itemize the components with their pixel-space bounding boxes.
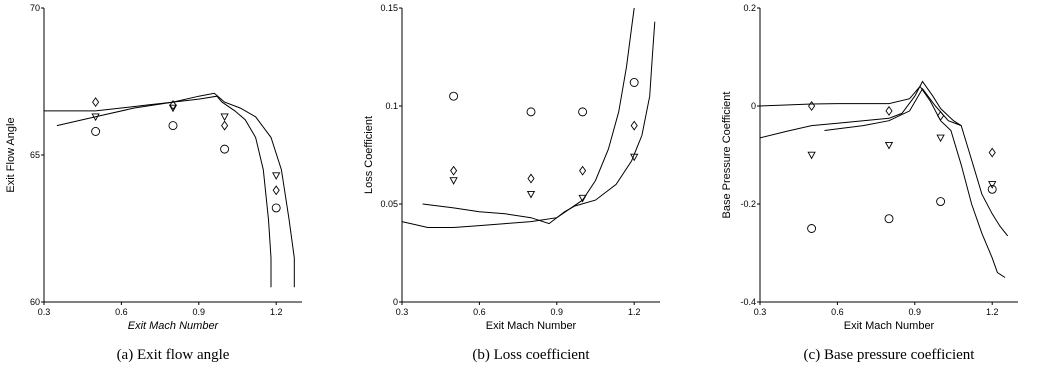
x-tick-label: 0.9 <box>193 307 206 317</box>
y-axis-label: Base Pressure Coefficient <box>721 92 733 219</box>
data-point-circle <box>271 203 281 213</box>
series-line-1 <box>44 95 272 288</box>
data-point-diamond <box>885 105 893 116</box>
y-tick-label: 70 <box>30 3 40 13</box>
y-tick-label: 0 <box>751 101 756 111</box>
data-point-triangle <box>168 104 178 113</box>
x-tick-label: 1.2 <box>986 307 999 317</box>
data-point-diamond <box>527 173 535 184</box>
data-point-circle <box>220 144 230 154</box>
data-point-diamond <box>937 110 945 121</box>
data-point-diamond <box>579 165 587 176</box>
data-point-circle <box>168 121 178 131</box>
data-point-circle <box>526 107 536 117</box>
x-tick-label: 1.2 <box>270 307 283 317</box>
series-line-2 <box>422 21 656 225</box>
data-point-triangle <box>988 181 997 189</box>
panel-caption: (c) Base pressure coefficient <box>804 347 976 363</box>
series-line-1 <box>401 7 635 228</box>
data-point-circle <box>936 197 946 207</box>
data-point-triangle <box>272 172 281 180</box>
x-tick-label: 0.3 <box>754 307 767 317</box>
y-axis-label: Loss Coefficient <box>363 116 375 194</box>
x-tick-label: 0.9 <box>909 307 922 317</box>
data-point-triangle <box>884 141 894 150</box>
data-point-triangle <box>220 113 229 122</box>
x-tick-label: 0.9 <box>551 307 564 317</box>
y-tick-label: 0.15 <box>380 3 398 13</box>
data-point-diamond <box>450 165 458 176</box>
panel-caption: (a) Exit flow angle <box>117 347 230 363</box>
series-line-2 <box>759 85 1006 278</box>
chart-panel-exit-flow-angle: 0.3 0.6 0.9 1.2 60 65 70 Exit Mach Number Exit F… <box>5 3 302 363</box>
data-point-circle <box>578 107 588 117</box>
data-point-triangle <box>807 151 816 160</box>
data-point-triangle <box>449 177 458 185</box>
panel-caption: (b) Loss coefficient <box>472 347 590 363</box>
y-tick-label: 0.05 <box>380 199 398 209</box>
x-tick-label: 0.6 <box>831 307 844 317</box>
x-tick-label: 0.6 <box>473 307 486 317</box>
series-line-3 <box>824 87 962 131</box>
data-point-circle <box>987 184 997 194</box>
x-tick-label: 1.2 <box>628 307 641 317</box>
data-point-circle <box>807 224 817 233</box>
x-tick-label: 0.6 <box>115 307 128 317</box>
y-tick-label: 0.1 <box>385 101 398 111</box>
data-point-diamond <box>272 185 280 196</box>
data-point-circle <box>629 78 639 87</box>
y-tick-label: 0 <box>393 297 398 307</box>
x-axis-label: Exit Mach Number <box>486 320 577 332</box>
y-tick-label: 0.2 <box>743 3 756 13</box>
data-point-circle <box>449 91 459 101</box>
data-point-diamond <box>92 97 100 108</box>
chart-panel-base-pressure-coefficient: 0.3 0.6 0.9 1.2 -0.4 -0.2 0 0.2 Exit Mach Number… <box>721 3 1018 363</box>
data-point-triangle <box>630 153 639 162</box>
data-point-triangle <box>526 190 536 199</box>
x-axis-label: Exit Mach Number <box>844 320 935 332</box>
y-tick-label: 65 <box>30 150 40 160</box>
data-point-diamond <box>221 120 229 131</box>
chart-panel-loss-coefficient: 0.3 0.6 0.9 1.2 0 0.05 0.1 0.15 Exit Mach Number… <box>363 3 660 363</box>
data-point-circle <box>884 214 894 224</box>
x-axis-label: Exit Mach Number <box>128 320 220 332</box>
y-tick-label: -0.2 <box>740 199 756 209</box>
data-point-diamond <box>169 100 177 110</box>
x-tick-label: 0.3 <box>38 307 51 317</box>
data-point-triangle <box>936 134 945 143</box>
series-line-2 <box>56 92 295 288</box>
y-tick-label: 60 <box>30 297 40 307</box>
data-point-triangle <box>578 194 587 203</box>
y-axis-label: Exit Flow Angle <box>5 117 17 192</box>
data-point-triangle <box>91 113 100 122</box>
series-line-1 <box>759 80 1009 237</box>
data-point-diamond <box>808 101 816 111</box>
x-tick-label: 0.3 <box>396 307 409 317</box>
data-point-diamond <box>630 120 638 131</box>
y-tick-label: -0.4 <box>740 297 756 307</box>
data-point-diamond <box>988 147 996 158</box>
data-point-circle <box>91 127 101 136</box>
